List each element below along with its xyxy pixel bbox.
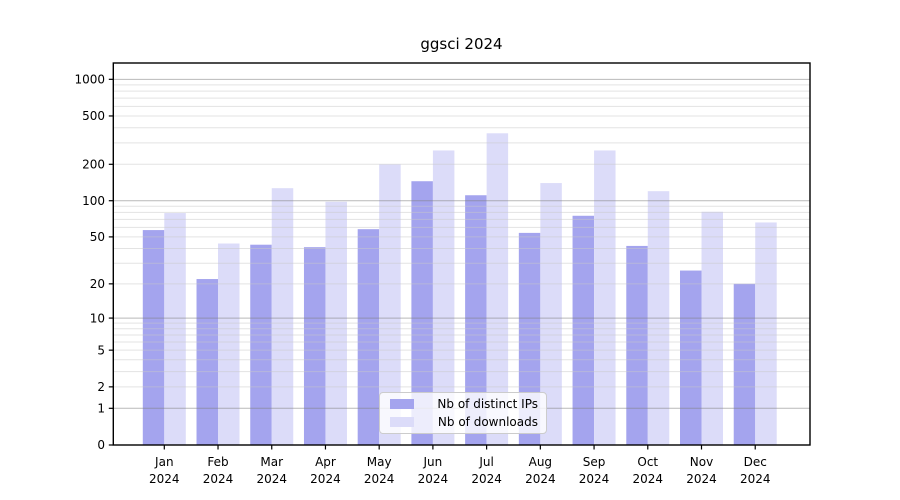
svg-text:2024: 2024: [740, 472, 771, 486]
svg-text:2024: 2024: [418, 472, 449, 486]
svg-text:200: 200: [82, 158, 105, 172]
legend-item-downloads: Nb of downloads: [388, 415, 538, 429]
svg-text:Mar: Mar: [260, 455, 283, 469]
chart-title: ggsci 2024: [420, 35, 503, 53]
legend-label-downloads: Nb of downloads: [437, 415, 538, 429]
svg-text:20: 20: [90, 277, 105, 291]
svg-text:2024: 2024: [579, 472, 610, 486]
legend: Nb of distinct IPs Nb of downloads: [379, 392, 547, 434]
svg-text:500: 500: [82, 109, 105, 123]
svg-text:10: 10: [90, 311, 105, 325]
gridlines-layer: [113, 78, 810, 409]
legend-item-distinct-ips: Nb of distinct IPs: [388, 397, 538, 411]
svg-text:2024: 2024: [149, 472, 180, 486]
svg-text:100: 100: [82, 194, 105, 208]
svg-text:50: 50: [90, 230, 105, 244]
svg-text:Nov: Nov: [690, 455, 713, 469]
svg-text:Apr: Apr: [315, 455, 336, 469]
svg-text:2024: 2024: [364, 472, 395, 486]
svg-text:2024: 2024: [203, 472, 234, 486]
svg-text:Sep: Sep: [583, 455, 606, 469]
svg-text:2024: 2024: [256, 472, 287, 486]
legend-swatch-distinct-ips: [390, 399, 414, 409]
axis-layer: [108, 62, 811, 450]
svg-text:Dec: Dec: [744, 455, 767, 469]
svg-text:1000: 1000: [74, 73, 105, 87]
svg-text:1: 1: [97, 402, 105, 416]
svg-text:2024: 2024: [633, 472, 664, 486]
svg-text:2024: 2024: [471, 472, 502, 486]
svg-text:Jul: Jul: [478, 455, 493, 469]
svg-text:5: 5: [97, 343, 105, 357]
svg-text:Aug: Aug: [529, 455, 552, 469]
svg-text:2024: 2024: [525, 472, 556, 486]
svg-text:May: May: [367, 455, 392, 469]
svg-text:Jun: Jun: [423, 455, 443, 469]
legend-label-distinct-ips: Nb of distinct IPs: [437, 397, 538, 411]
tick-labels-layer: 0 1 2 5 10 20 50 100 200 500 1000 Jan 2024 Feb 2024 Mar…: [74, 73, 770, 486]
svg-text:2024: 2024: [310, 472, 341, 486]
svg-text:Oct: Oct: [637, 455, 658, 469]
svg-text:Jan: Jan: [154, 455, 174, 469]
svg-text:0: 0: [97, 438, 105, 452]
svg-text:2024: 2024: [686, 472, 717, 486]
svg-text:Feb: Feb: [207, 455, 228, 469]
svg-text:2: 2: [97, 380, 105, 394]
legend-swatch-downloads: [390, 417, 414, 427]
